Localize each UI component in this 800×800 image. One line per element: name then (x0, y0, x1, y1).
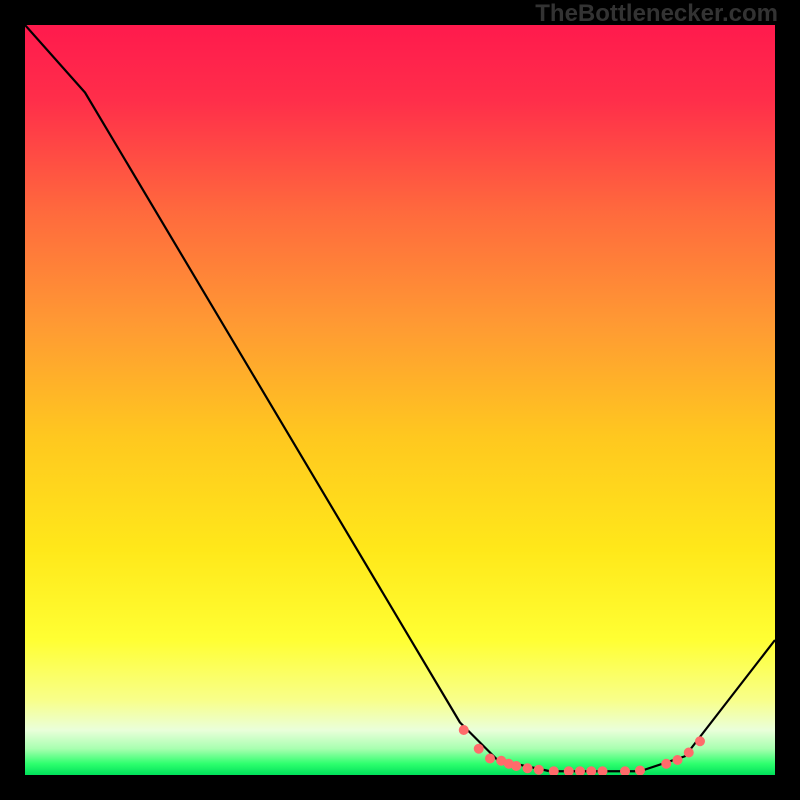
data-marker (459, 725, 469, 735)
data-marker (673, 755, 683, 765)
data-marker (534, 765, 544, 775)
data-marker (661, 759, 671, 769)
gradient-background (25, 25, 775, 775)
data-marker (474, 744, 484, 754)
watermark-text: TheBottlenecker.com (535, 0, 778, 28)
data-marker (684, 748, 694, 758)
data-marker (523, 763, 533, 773)
data-marker (485, 754, 495, 764)
data-marker (695, 736, 705, 746)
plot-area (25, 25, 775, 775)
plot-svg (25, 25, 775, 775)
data-marker (511, 761, 521, 771)
chart-container: TheBottlenecker.com (0, 0, 800, 800)
